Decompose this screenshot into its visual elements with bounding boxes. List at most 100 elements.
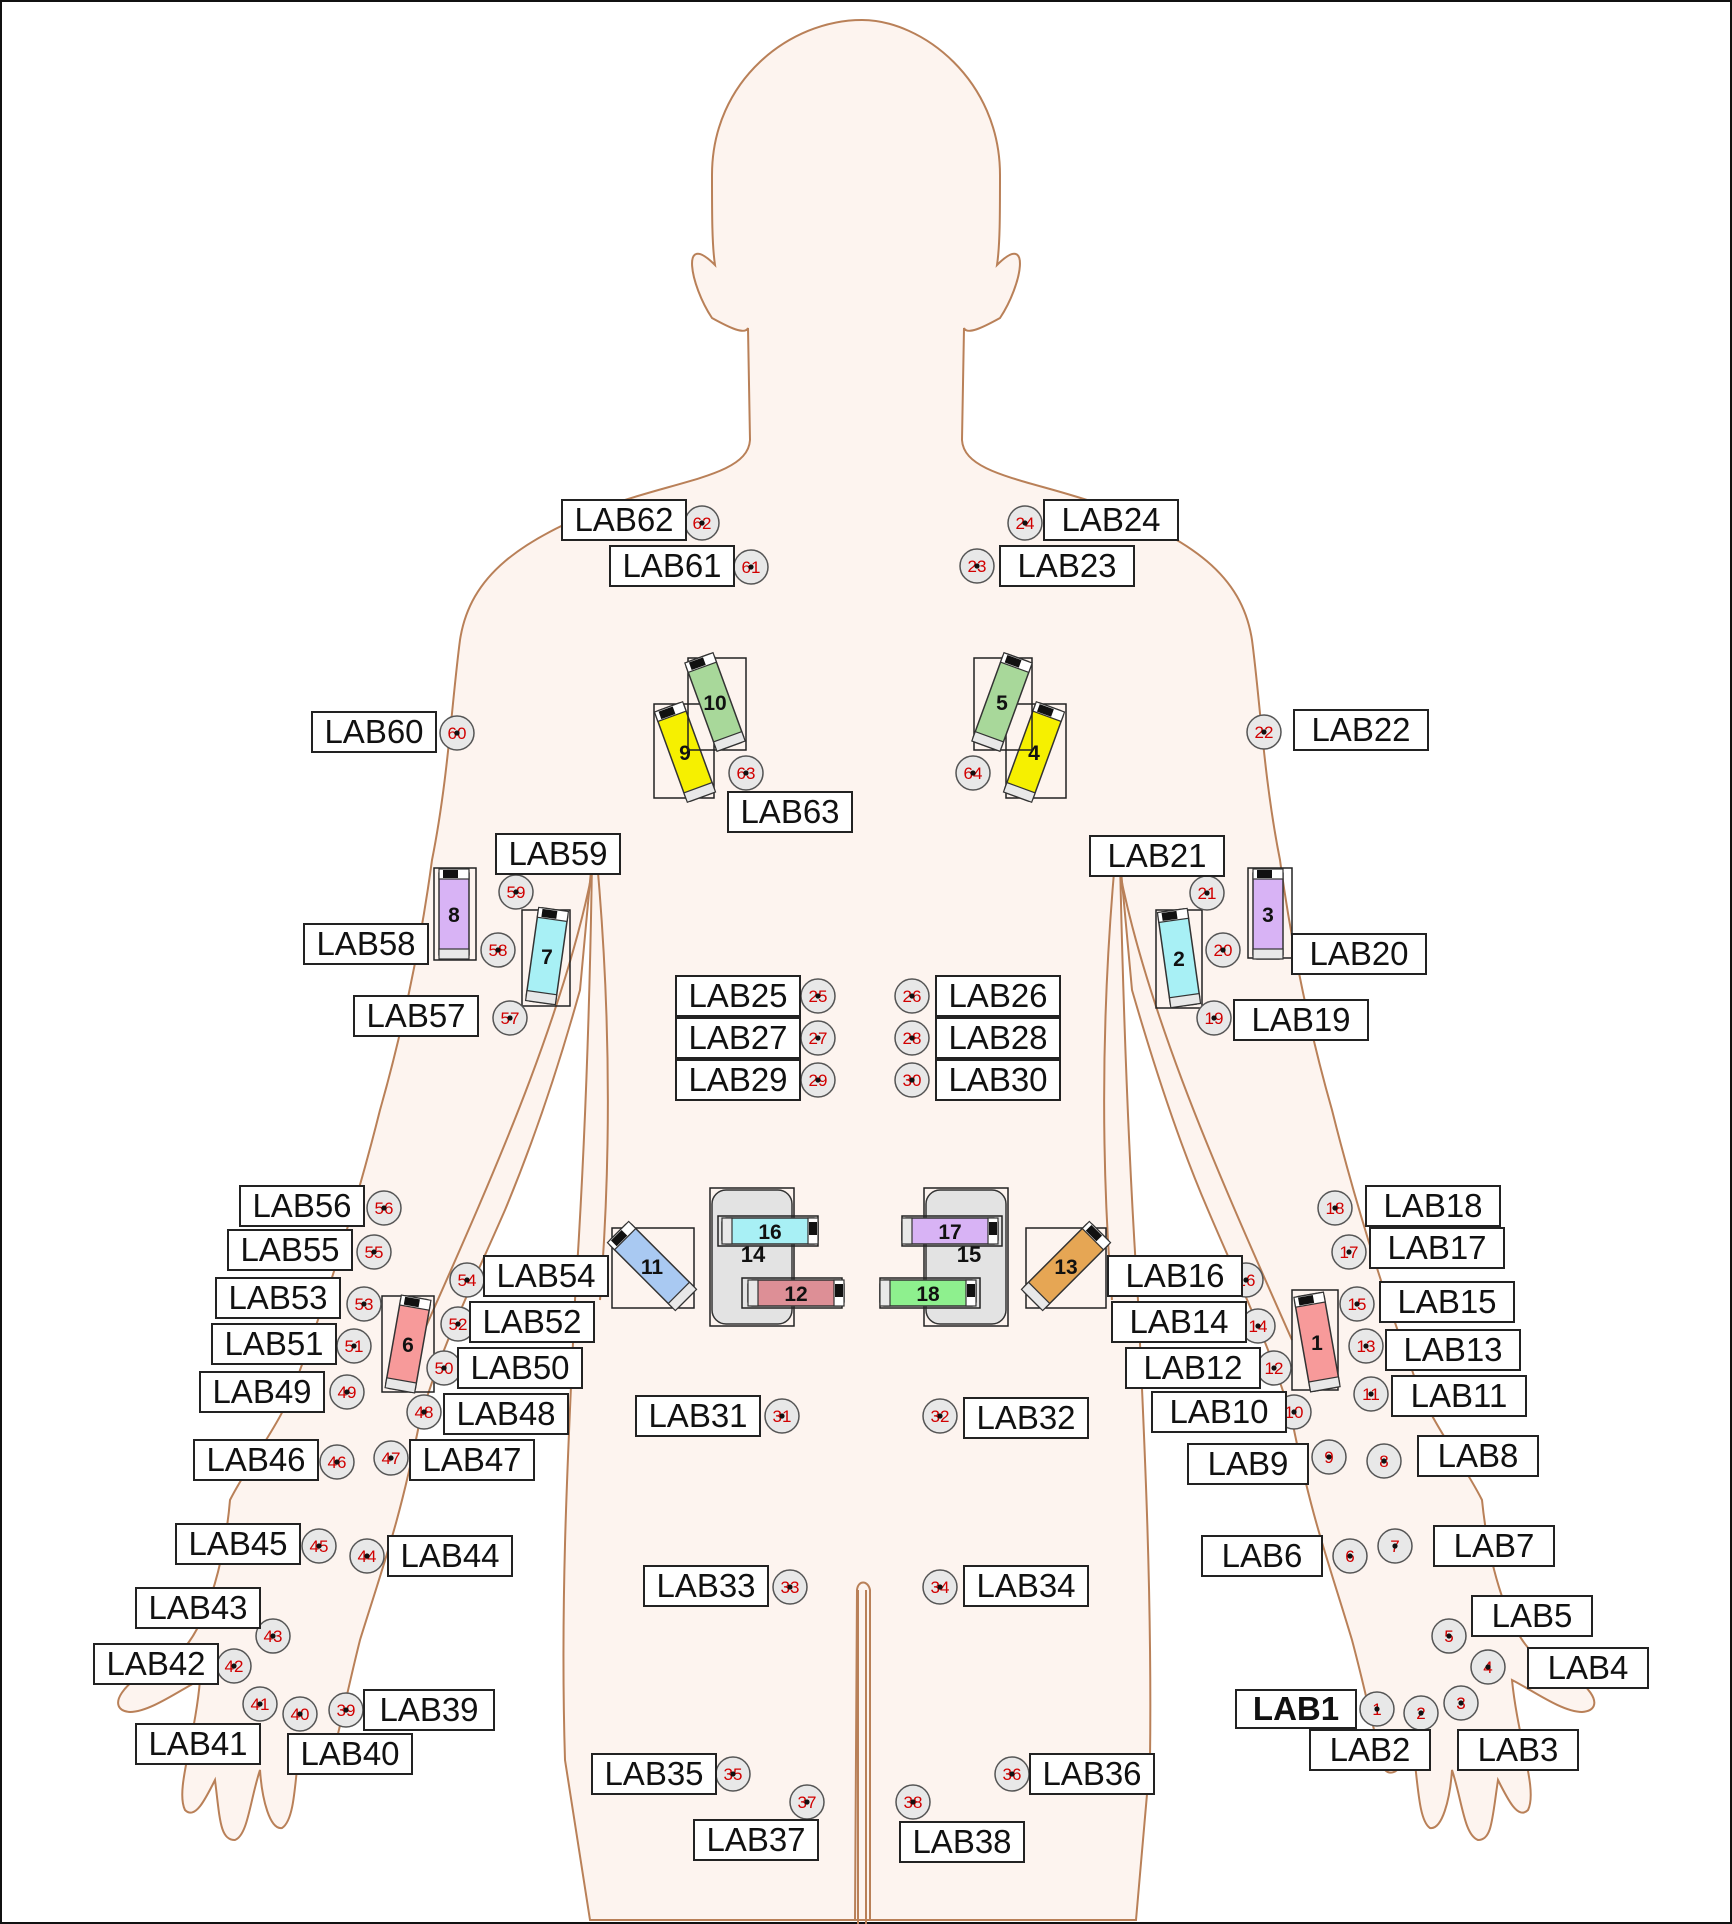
marker-point-9[interactable]: 9 [1311,1439,1347,1475]
marker-point-33[interactable]: 33 [772,1569,808,1605]
label-lab54[interactable]: LAB54 [483,1255,609,1297]
marker-point-2[interactable]: 2 [1403,1695,1439,1731]
label-lab5[interactable]: LAB5 [1471,1595,1593,1637]
label-lab24[interactable]: LAB24 [1043,499,1179,541]
sensor-device-12[interactable] [747,1279,845,1307]
label-lab62[interactable]: LAB62 [561,499,687,541]
marker-point-64[interactable]: 64 [955,755,991,791]
sensor-device-2[interactable] [1156,907,1202,1009]
marker-point-4[interactable]: 4 [1470,1649,1506,1685]
label-lab46[interactable]: LAB46 [193,1439,319,1481]
label-lab2[interactable]: LAB2 [1309,1729,1431,1771]
marker-point-34[interactable]: 34 [922,1569,958,1605]
marker-point-15[interactable]: 15 [1339,1286,1375,1322]
marker-point-40[interactable]: 40 [282,1696,318,1732]
marker-point-23[interactable]: 23 [959,548,995,584]
marker-point-13[interactable]: 13 [1348,1328,1384,1364]
marker-point-18[interactable]: 18 [1317,1190,1353,1226]
marker-point-45[interactable]: 45 [301,1528,337,1564]
label-lab3[interactable]: LAB3 [1457,1729,1579,1771]
label-lab16[interactable]: LAB16 [1107,1255,1243,1297]
marker-point-32[interactable]: 32 [922,1398,958,1434]
label-lab18[interactable]: LAB18 [1365,1185,1501,1227]
label-lab11[interactable]: LAB11 [1391,1375,1527,1417]
marker-point-43[interactable]: 43 [255,1618,291,1654]
label-lab42[interactable]: LAB42 [93,1643,219,1685]
label-lab50[interactable]: LAB50 [457,1347,583,1389]
marker-point-47[interactable]: 47 [373,1440,409,1476]
sensor-device-4[interactable] [1002,700,1066,804]
label-lab15[interactable]: LAB15 [1379,1281,1515,1323]
sensor-device-3[interactable] [1252,868,1284,960]
sensor-device-5[interactable] [971,651,1033,753]
label-lab59[interactable]: LAB59 [495,833,621,875]
label-lab30[interactable]: LAB30 [935,1059,1061,1101]
marker-point-36[interactable]: 36 [994,1756,1030,1792]
marker-point-57[interactable]: 57 [492,1000,528,1036]
label-lab14[interactable]: LAB14 [1111,1301,1247,1343]
label-lab55[interactable]: LAB55 [227,1229,353,1271]
marker-point-14[interactable]: 14 [1240,1308,1276,1344]
label-lab58[interactable]: LAB58 [303,923,429,965]
marker-point-54[interactable]: 54 [449,1262,485,1298]
marker-point-27[interactable]: 27 [800,1020,836,1056]
label-lab13[interactable]: LAB13 [1385,1329,1521,1371]
marker-point-5[interactable]: 5 [1431,1618,1467,1654]
label-lab36[interactable]: LAB36 [1029,1753,1155,1795]
marker-point-20[interactable]: 20 [1205,932,1241,968]
label-lab7[interactable]: LAB7 [1433,1525,1555,1567]
marker-point-62[interactable]: 62 [684,505,720,541]
label-lab51[interactable]: LAB51 [211,1323,337,1365]
marker-point-25[interactable]: 25 [800,978,836,1014]
marker-point-59[interactable]: 59 [498,874,534,910]
label-lab25[interactable]: LAB25 [675,975,801,1017]
label-lab9[interactable]: LAB9 [1187,1443,1309,1485]
label-lab17[interactable]: LAB17 [1369,1227,1505,1269]
sensor-device-11[interactable] [606,1220,698,1312]
marker-point-24[interactable]: 24 [1007,505,1043,541]
marker-point-58[interactable]: 58 [480,932,516,968]
label-lab49[interactable]: LAB49 [199,1371,325,1413]
sensor-device-17[interactable] [901,1217,999,1245]
marker-point-46[interactable]: 46 [319,1444,355,1480]
label-lab26[interactable]: LAB26 [935,975,1061,1017]
label-lab4[interactable]: LAB4 [1527,1647,1649,1689]
marker-point-6[interactable]: 6 [1332,1538,1368,1574]
label-lab21[interactable]: LAB21 [1089,835,1225,877]
sensor-device-16[interactable] [721,1217,819,1245]
label-lab27[interactable]: LAB27 [675,1017,801,1059]
sensor-device-7[interactable] [524,906,570,1006]
marker-point-28[interactable]: 28 [894,1020,930,1056]
marker-point-31[interactable]: 31 [764,1398,800,1434]
label-lab31[interactable]: LAB31 [635,1395,761,1437]
marker-point-39[interactable]: 39 [328,1692,364,1728]
label-lab33[interactable]: LAB33 [643,1565,769,1607]
label-lab53[interactable]: LAB53 [215,1277,341,1319]
marker-point-30[interactable]: 30 [894,1062,930,1098]
marker-point-63[interactable]: 63 [728,755,764,791]
label-lab28[interactable]: LAB28 [935,1017,1061,1059]
label-lab52[interactable]: LAB52 [469,1301,595,1343]
marker-point-51[interactable]: 51 [336,1328,372,1364]
sensor-device-18[interactable] [879,1279,977,1307]
sensor-device-6[interactable] [384,1294,432,1394]
label-lab56[interactable]: LAB56 [239,1185,365,1227]
sensor-device-8[interactable] [438,868,470,960]
label-lab57[interactable]: LAB57 [353,995,479,1037]
label-lab12[interactable]: LAB12 [1125,1347,1261,1389]
marker-point-50[interactable]: 50 [426,1350,462,1386]
marker-point-12[interactable]: 12 [1256,1350,1292,1386]
label-lab61[interactable]: LAB61 [609,545,735,587]
marker-point-21[interactable]: 21 [1189,875,1225,911]
label-lab47[interactable]: LAB47 [409,1439,535,1481]
label-lab60[interactable]: LAB60 [311,711,437,753]
label-lab20[interactable]: LAB20 [1291,933,1427,975]
marker-point-8[interactable]: 8 [1366,1443,1402,1479]
label-lab39[interactable]: LAB39 [363,1689,495,1731]
marker-point-1[interactable]: 1 [1359,1691,1395,1727]
marker-point-42[interactable]: 42 [216,1648,252,1684]
label-lab37[interactable]: LAB37 [693,1819,819,1861]
marker-point-56[interactable]: 56 [366,1190,402,1226]
label-lab40[interactable]: LAB40 [287,1733,413,1775]
sensor-device-1[interactable] [1293,1291,1341,1393]
